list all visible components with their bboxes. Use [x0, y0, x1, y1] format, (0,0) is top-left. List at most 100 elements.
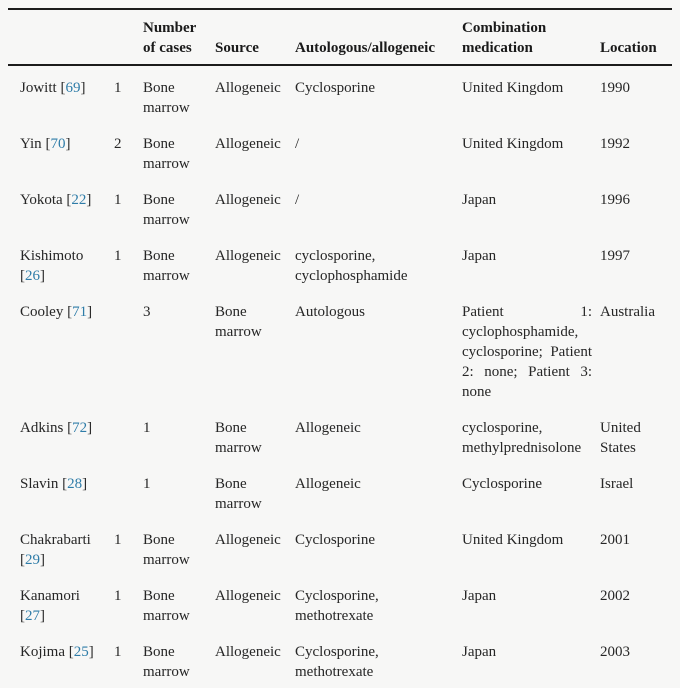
table-cell: Cyclosporine — [295, 532, 375, 548]
header-row: Number of cases Source Autologous/alloge… — [8, 9, 672, 66]
table-cell: Allogeneic — [215, 80, 281, 96]
table-cell: 1990 — [600, 80, 630, 96]
author-cell: Jowitt 69 — [8, 65, 112, 122]
table-cell: Bone marrow — [215, 420, 262, 456]
author-name: Adkins — [20, 420, 64, 436]
author-name: Yokota — [20, 192, 63, 208]
author-name: Kojima — [20, 644, 65, 660]
table-cell: Patient 1: cyclophosphamide, cyclosporin… — [462, 304, 592, 400]
column-header-source: Source — [213, 9, 293, 66]
table-cell: Bone marrow — [143, 192, 190, 228]
table-cell: Allogeneic — [215, 136, 281, 152]
table-cell: Bone marrow — [143, 532, 190, 568]
table-cell: Bone marrow — [143, 248, 190, 284]
author-name: Jowitt — [20, 80, 57, 96]
case-report-table: Number of cases Source Autologous/alloge… — [8, 8, 672, 686]
column-header-empty — [112, 9, 141, 66]
table-cell: Allogeneic — [215, 248, 281, 264]
table-cell: Bone marrow — [143, 588, 190, 624]
author-cell: Kojima 25 — [8, 630, 112, 686]
table-cell: Allogeneic — [215, 644, 281, 660]
citation-link[interactable]: 25 — [69, 644, 94, 660]
table-cell: Japan — [462, 588, 497, 604]
table-cell: Allogeneic — [295, 420, 361, 436]
column-header-autologous-allogeneic: Autologous/allogeneic — [293, 9, 460, 66]
author-cell: Adkins 72 — [8, 406, 112, 462]
table-cell: United States — [600, 420, 641, 456]
citation-link[interactable]: 70 — [45, 136, 70, 152]
citation-link[interactable]: 28 — [62, 476, 87, 492]
table-cell: Bone marrow — [143, 80, 190, 116]
table-cell: Cyclosporine, methotrexate — [295, 588, 379, 624]
citation-link[interactable]: 71 — [67, 304, 92, 320]
author-name: Slavin — [20, 476, 59, 492]
citation-link[interactable]: 29 — [20, 552, 45, 568]
column-header-empty — [8, 9, 112, 66]
table-cell: Australia — [600, 304, 655, 320]
table-cell: Japan — [462, 192, 497, 208]
table-cell: Allogeneic — [215, 588, 281, 604]
citation-link[interactable]: 69 — [60, 80, 85, 96]
table-cell: Bone marrow — [143, 136, 190, 172]
table-cell: United Kingdom — [462, 80, 564, 96]
table-row: Kojima 25 1 Bone marrow Allogeneic Cyclo… — [8, 630, 672, 686]
table-cell — [112, 462, 141, 518]
table-row: Cooley 71 3 Bone marrow Autologous Patie… — [8, 290, 672, 406]
table-cell: / — [295, 136, 300, 152]
column-header-number-of-cases: Number of cases — [141, 9, 213, 66]
table-cell: 2002 — [600, 588, 630, 604]
citation-link[interactable]: 26 — [20, 268, 45, 284]
table-cell: 1 — [143, 420, 151, 436]
author-name: Cooley — [20, 304, 64, 320]
table-cell: Allogeneic — [215, 532, 281, 548]
column-header-combination-medication: Combination medication — [460, 9, 598, 66]
table-cell: United Kingdom — [462, 532, 564, 548]
author-name: Chakrabarti — [20, 532, 91, 548]
table-cell: cyclosporine, cyclophosphamide — [295, 248, 408, 284]
citation-link[interactable]: 72 — [67, 420, 92, 436]
table-cell: 1997 — [600, 248, 630, 264]
table-cell: 1 — [114, 248, 122, 264]
author-cell: Slavin 28 — [8, 462, 112, 518]
table-cell: Cyclosporine — [295, 80, 375, 96]
table-cell: 1 — [114, 192, 122, 208]
table-row: Yin 70 2 Bone marrow Allogeneic / United… — [8, 122, 672, 178]
table-cell: 2003 — [600, 644, 630, 660]
table-cell: Autologous — [295, 304, 366, 320]
table-cell: 3 — [143, 304, 151, 320]
author-cell: Kanamori 27 — [8, 574, 112, 630]
author-cell: Chakrabarti 29 — [8, 518, 112, 574]
column-header-location: Location — [598, 9, 672, 66]
author-cell: Kishimoto 26 — [8, 234, 112, 290]
author-cell: Yin 70 — [8, 122, 112, 178]
table-cell: 2001 — [600, 532, 630, 548]
table-cell: Japan — [462, 248, 497, 264]
table-cell: Cyclosporine, methotrexate — [295, 644, 379, 680]
citation-link[interactable]: 27 — [20, 608, 45, 624]
table-row: Adkins 72 1 Bone marrow Allogeneic cyclo… — [8, 406, 672, 462]
table-row: Jowitt 69 1 Bone marrow Allogeneic Cyclo… — [8, 65, 672, 122]
table-cell — [112, 406, 141, 462]
table-cell: 1 — [114, 588, 122, 604]
table-cell: 1992 — [600, 136, 630, 152]
table-row: Yokota 22 1 Bone marrow Allogeneic / Jap… — [8, 178, 672, 234]
author-cell: Cooley 71 — [8, 290, 112, 406]
author-name: Yin — [20, 136, 42, 152]
table-cell: cyclosporine, methylprednisolone — [462, 420, 582, 456]
table-row: Kanamori 27 1 Bone marrow Allogeneic Cyc… — [8, 574, 672, 630]
citation-link[interactable]: 22 — [66, 192, 91, 208]
table-cell: 2 — [114, 136, 122, 152]
table-cell — [112, 290, 141, 406]
table-cell: Cyclosporine — [462, 476, 542, 492]
table-cell: Bone marrow — [215, 304, 262, 340]
table-cell: 1 — [114, 532, 122, 548]
table-cell: / — [295, 192, 300, 208]
table-row: Kishimoto 26 1 Bone marrow Allogeneic cy… — [8, 234, 672, 290]
table-cell: 1 — [114, 80, 122, 96]
table-cell: 1 — [143, 476, 151, 492]
author-cell: Yokota 22 — [8, 178, 112, 234]
table-cell: 1 — [114, 644, 122, 660]
table-cell: Israel — [600, 476, 634, 492]
table-row: Chakrabarti 29 1 Bone marrow Allogeneic … — [8, 518, 672, 574]
